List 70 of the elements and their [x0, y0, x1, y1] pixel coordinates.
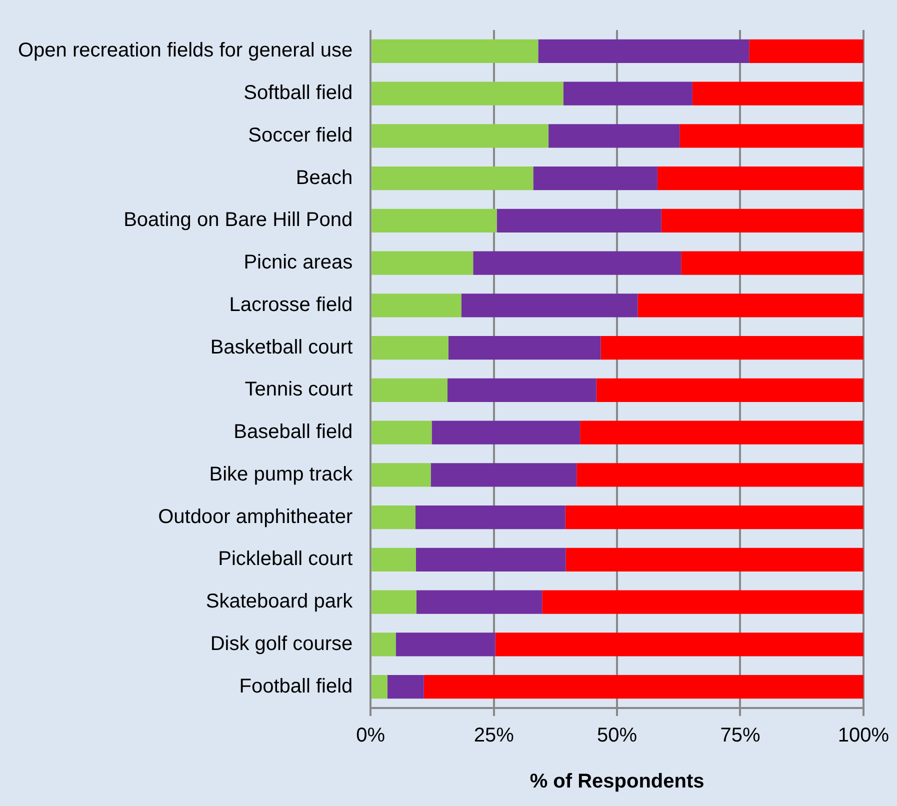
- y-tick-label: Lacrosse field: [229, 294, 353, 316]
- y-tick-label: Outdoor amphitheater: [158, 506, 353, 528]
- bar: [473, 251, 682, 275]
- bar: [657, 166, 864, 190]
- y-tick-label: Pickleball court: [218, 548, 354, 570]
- x-tick-label: 50%: [597, 724, 638, 747]
- bar: [576, 463, 864, 487]
- bar: [448, 336, 601, 360]
- bar: [563, 82, 692, 106]
- bar: [415, 505, 566, 530]
- x-tick-label: 0%: [356, 724, 386, 747]
- x-tick-label: 25%: [474, 724, 514, 747]
- bar: [432, 420, 580, 444]
- bar: [416, 548, 566, 572]
- bar: [461, 294, 638, 318]
- bar: [372, 590, 416, 614]
- y-tick-label: Boating on Bare Hill Pond: [124, 209, 353, 232]
- bar: [424, 674, 864, 699]
- bar: [396, 632, 496, 656]
- bar: [372, 505, 416, 530]
- bar: [372, 420, 432, 444]
- bar: [372, 632, 396, 656]
- y-tick-label: Disk golf course: [210, 632, 353, 655]
- bar: [496, 208, 662, 233]
- bar: [533, 166, 658, 190]
- bar: [661, 208, 864, 233]
- bar: [680, 124, 864, 148]
- bar: [596, 378, 864, 402]
- x-axis-title: % of Respondents: [530, 770, 704, 793]
- y-tick-label: Baseball field: [234, 421, 353, 444]
- y-tick-label: Open recreation fields for general use: [18, 40, 353, 62]
- bar: [372, 548, 416, 572]
- bar: [372, 463, 431, 487]
- bar: [372, 39, 538, 64]
- y-tick-label: Basketball court: [210, 336, 354, 358]
- bar: [372, 82, 564, 106]
- bar: [495, 632, 864, 656]
- y-tick-label: Bike pump track: [209, 463, 354, 486]
- bar: [416, 590, 542, 614]
- y-tick-label: Softball field: [244, 82, 353, 104]
- bar: [749, 39, 864, 64]
- bar: [372, 124, 549, 148]
- bar: [542, 590, 864, 614]
- bar: [372, 336, 448, 360]
- x-tick-label: 75%: [720, 724, 760, 747]
- bar: [600, 336, 864, 360]
- bar: [638, 294, 864, 318]
- bar: [372, 208, 497, 233]
- bar: [387, 674, 424, 699]
- bar: [372, 378, 448, 402]
- bar: [580, 420, 864, 444]
- y-tick-label: Picnic areas: [244, 252, 353, 274]
- bar: [372, 294, 462, 318]
- bar: [538, 39, 750, 64]
- bar: [565, 505, 864, 530]
- y-tick-label: Football field: [239, 675, 353, 698]
- y-tick-label: Skateboard park: [206, 590, 354, 613]
- y-tick-label: Soccer field: [248, 124, 353, 146]
- y-tick-label: Beach: [296, 166, 353, 189]
- x-tick-label: 100%: [838, 724, 890, 747]
- bar: [566, 548, 864, 572]
- bar: [372, 166, 534, 190]
- bar: [681, 251, 864, 275]
- bar: [372, 674, 388, 699]
- bar: [372, 251, 474, 275]
- bar: [692, 82, 864, 106]
- y-tick-label: Tennis court: [244, 378, 354, 401]
- bar: [548, 124, 680, 148]
- bar: [448, 378, 596, 402]
- bar: [430, 463, 577, 487]
